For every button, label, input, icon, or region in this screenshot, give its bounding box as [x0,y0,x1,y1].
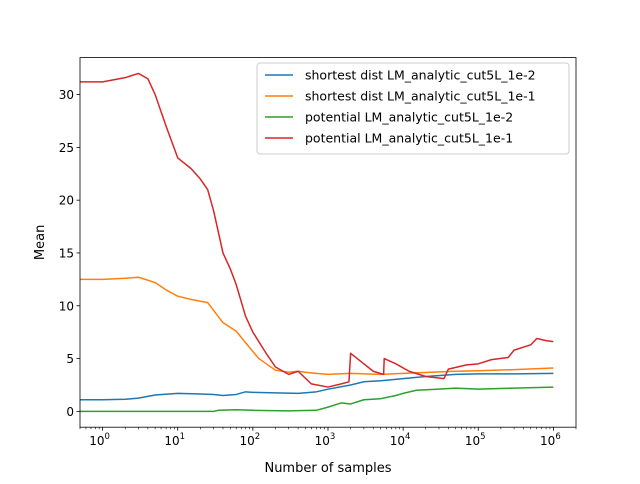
x-tick-exponent: 0 [105,432,110,442]
y-tick-label: 15 [59,246,74,260]
y-tick-label: 25 [59,141,74,155]
x-tick-label: 106 [540,432,561,448]
x-tick-label: 103 [315,432,336,448]
x-tick-exponent: 1 [180,432,185,442]
x-tick-exponent: 3 [330,432,335,442]
series-line-2 [80,276,554,376]
x-tick-exponent: 6 [555,432,560,442]
legend-label-2: shortest dist LM_analytic_cut5L_1e-1 [305,89,536,104]
y-axis-label: Mean [33,225,48,260]
legend-label-1: shortest dist LM_analytic_cut5L_1e-2 [305,68,536,83]
series-line-1 [80,372,554,401]
x-tick-label: 105 [465,432,486,448]
x-tick-label: 104 [390,432,411,448]
x-tick-label: 101 [164,432,185,448]
x-axis: 100 101 102 103 104 105 106 [79,427,577,448]
x-tick-exponent: 2 [255,432,260,442]
legend: shortest dist LM_analytic_cut5L_1e-2shor… [256,62,570,155]
x-tick-label: 100 [89,432,110,448]
legend-label-4: potential LM_analytic_cut5L_1e-1 [305,131,513,146]
legend-label-3: potential LM_analytic_cut5L_1e-2 [305,110,513,125]
y-tick-label: 20 [59,194,74,208]
series-layer [80,72,554,413]
y-tick-label: 5 [66,352,74,366]
series-line-4 [80,72,554,388]
legend-entries: shortest dist LM_analytic_cut5L_1e-2shor… [265,68,536,146]
y-tick-label: 0 [66,405,74,419]
y-tick-label: 10 [59,299,74,313]
x-axis-label: Number of samples [264,461,391,476]
y-axis: 0 5 10 15 20 25 30 [59,88,80,419]
x-tick-exponent: 4 [405,432,410,442]
x-tick-label: 102 [240,432,261,448]
x-tick-exponent: 5 [480,432,485,442]
series-line-3 [80,386,554,413]
y-tick-label: 30 [59,88,74,102]
legend-frame [256,62,570,155]
